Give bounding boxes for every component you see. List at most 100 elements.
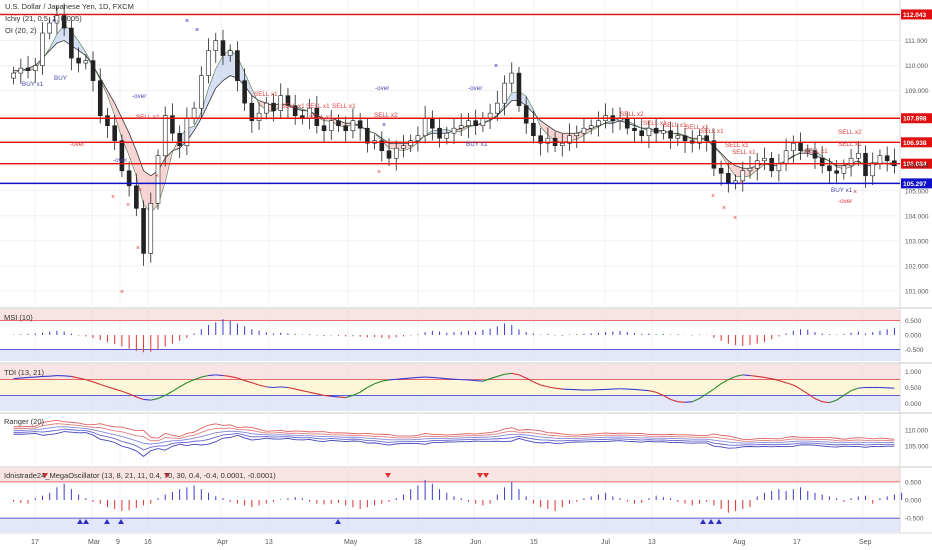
buy-triangle-marker [104,519,110,524]
price-level-tag [901,137,932,148]
signal-label: SELL x1 [309,114,333,121]
candle-body [278,95,284,111]
candle-body [386,150,392,159]
candle-body [884,155,890,162]
candle-body [675,135,681,139]
candle-body [350,120,356,132]
signal-label: SELL x1 [804,148,828,155]
candle-body [877,155,883,164]
overbought-band [0,309,900,321]
candle-body [408,140,413,147]
tdi-line-segment [836,394,845,401]
ranger-band-line [13,431,895,457]
signal-cross-marker: × [120,289,124,296]
tdi-line-segment [388,378,397,381]
oversold-band [0,349,900,361]
x-tick-label: 17 [31,539,39,546]
tdi-line-segment [266,386,274,389]
x-tick-label: Sep [859,539,872,546]
cloud-segment [143,170,151,213]
candle-body [870,162,876,177]
candle-body [834,170,839,174]
tdi-line-segment [172,386,180,392]
candle-body [321,125,327,132]
signal-cross-marker: × [711,193,715,200]
tdi-line-segment [663,394,671,400]
y-tick-label: 110.000 [905,63,928,70]
candle-body [718,167,724,174]
candle-body [191,107,197,119]
y-tick-label: 1.000 [905,369,922,376]
y-tick-label: 105.000 [905,188,929,195]
candle-body [704,135,709,142]
overbought-band [0,468,900,482]
candle-body [126,170,132,187]
tdi-line-segment [107,386,115,390]
candle-body [776,162,782,172]
candle-body [54,15,60,24]
candle-body [646,127,652,137]
price-level-tag [901,113,932,124]
tdi-line-segment [475,380,483,382]
candle-body [516,72,522,106]
candle-body [596,120,601,127]
signal-label: -over [468,85,482,92]
tdi-line-segment [728,375,736,381]
price-level-tag [901,9,932,20]
candle-body [769,157,774,172]
candle-body [292,105,298,116]
signal-label: BUY x1 [22,81,44,88]
tdi-line-segment [92,381,101,385]
signal-label: BUY x1 [466,141,488,148]
tdi-line-segment [735,374,743,377]
candle-body [162,115,168,157]
signal-cross-marker: × [494,63,498,70]
candle-body [588,125,594,129]
signal-label: SELL x1 [685,124,709,131]
candle-body [451,127,457,134]
candle-body [47,22,53,34]
cloud-segment [78,41,86,56]
tdi-line-segment [164,390,173,396]
candle-body [523,105,529,124]
tdi-line-segment [237,377,245,382]
candle-body [531,122,536,137]
signal-label: -over [113,157,127,164]
tdi-line-segment [323,394,332,397]
tdi-line-segment [677,401,686,403]
candle-body [783,150,789,164]
y-tick-label: 105.000 [905,443,929,450]
candle-body [401,145,406,149]
tdi-line-segment [374,380,382,385]
ranger-band-line [13,426,895,445]
tdi-line-segment [230,375,238,379]
candle-body [170,115,175,134]
tdi-line-segment [215,374,224,377]
candle-body [206,50,211,76]
y-tick-label: 0.500 [905,479,922,486]
signal-label: SELL x2 [374,112,398,119]
signal-label: SELL x1 [136,114,160,121]
ranger-band-line [13,423,895,442]
signal-label: SELL x1 [306,103,330,110]
tdi-line-segment [858,386,866,389]
cloud-segment [222,49,231,81]
tdi-line-segment [692,398,700,403]
tdi-line-segment [807,393,816,399]
tdi-line-segment [302,390,310,393]
signal-cross-marker: × [126,202,130,209]
candle-body [827,165,832,172]
tdi-line-segment [525,377,534,383]
candle-body [466,120,471,127]
buy-triangle-marker [700,519,706,524]
candle-body [40,32,45,66]
candle-body [220,40,226,56]
price-level-value: 107.898 [903,116,927,123]
candle-body [740,170,746,182]
y-tick-label: 110.000 [905,427,928,434]
candle-body [855,152,861,159]
signal-cross-marker: × [136,245,140,252]
cloud-segment [547,125,556,141]
x-tick-label: 13 [265,539,273,546]
